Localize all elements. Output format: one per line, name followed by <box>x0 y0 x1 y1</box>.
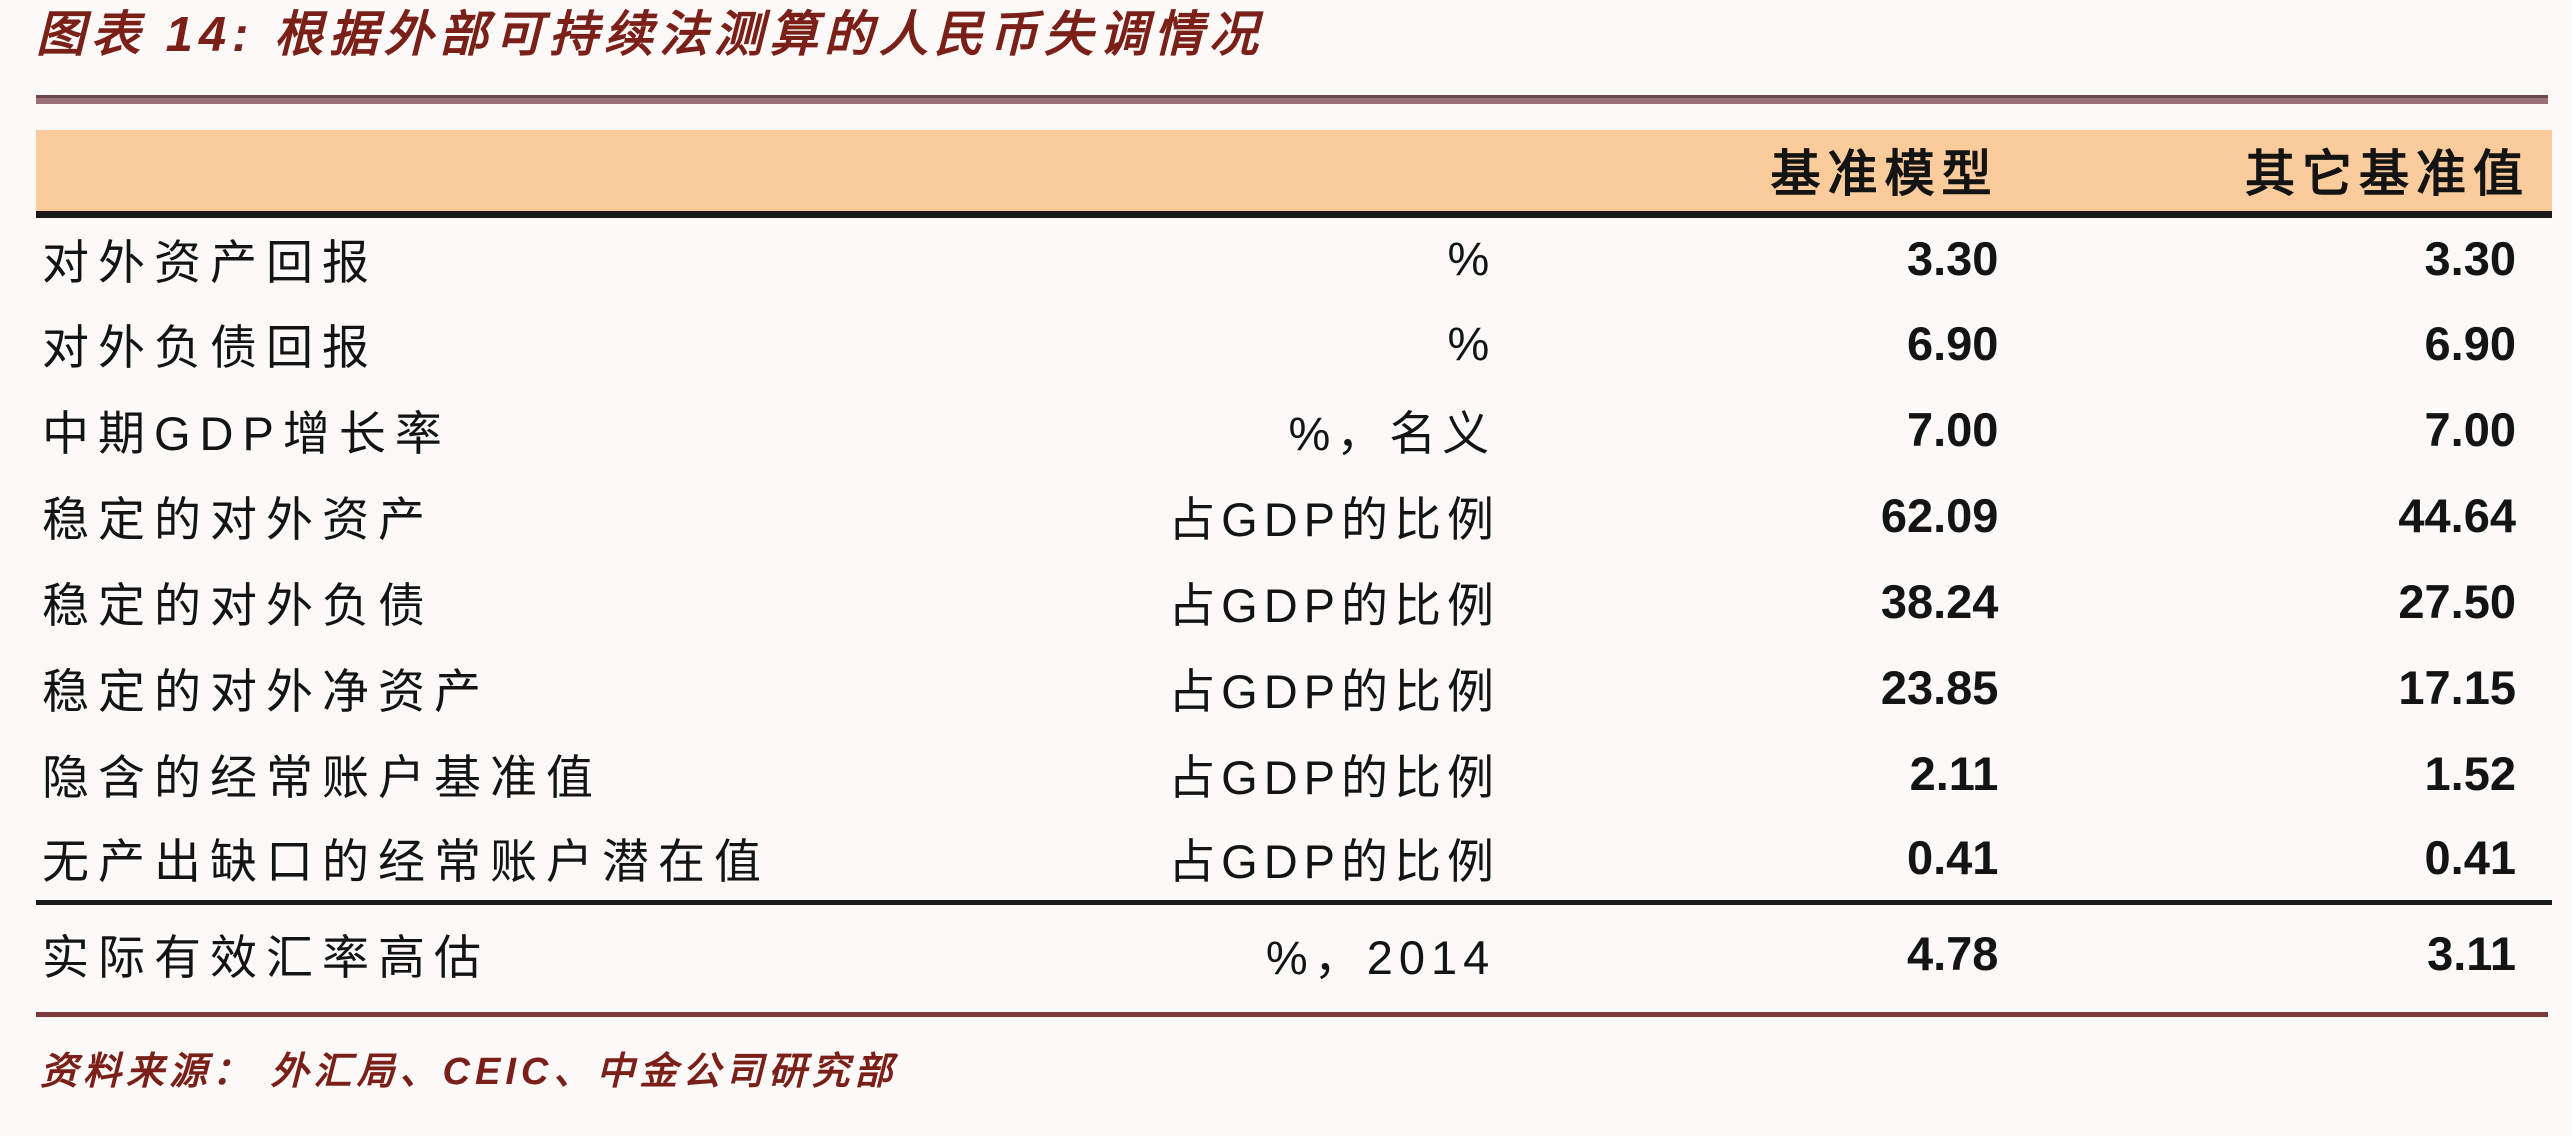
table-header-row: 基准模型 其它基准值 <box>36 130 2552 218</box>
row-unit: %，名义 <box>1288 406 1496 460</box>
row-unit: %，2014 <box>1168 899 1496 1003</box>
row-label: 稳定的对外净资产 <box>42 664 490 718</box>
row-alt-value: 3.30 <box>2424 232 2516 286</box>
figure-title: 图表 14: 根据外部可持续法测算的人民币失调情况 <box>36 8 1265 62</box>
row-unit: % <box>1447 316 1496 370</box>
row-unit: 占GDP的比例 <box>1168 750 1501 804</box>
row-label: 对外负债回报 <box>42 320 378 374</box>
row-alt-value: 6.90 <box>2424 316 2516 370</box>
row-unit: % <box>1447 232 1496 286</box>
row-unit: 占GDP的比例 <box>1168 578 1501 632</box>
table-row: 无产出缺口的经常账户潜在值 占GDP的比例 0.41 0.41 <box>36 816 2552 902</box>
row-baseline-value: 38.24 <box>1880 574 1999 628</box>
row-baseline-value: 23.85 <box>1880 660 1999 714</box>
column-header-indicator <box>36 130 1169 218</box>
row-label: 稳定的对外负债 <box>42 578 434 632</box>
table-row: 隐含的经常账户基准值 占GDP的比例 2.11 1.52 <box>36 730 2552 816</box>
row-baseline-value: 62.09 <box>1880 488 1999 542</box>
table-header: 基准模型 其它基准值 <box>36 130 2552 218</box>
table-row: 对外资产回报 % 3.30 3.30 <box>36 214 2552 300</box>
row-label: 隐含的经常账户基准值 <box>42 750 602 804</box>
row-unit: 占GDP的比例 <box>1168 492 1501 546</box>
source-note: 资料来源： 外汇局、CEIC、中金公司研究部 <box>40 1051 898 1093</box>
row-baseline-value: 3.30 <box>1906 232 1999 286</box>
row-baseline-value: 0.41 <box>1906 831 1999 885</box>
title-underline-rule <box>36 95 2548 104</box>
rmb-misalignment-table: 基准模型 其它基准值 对外资产回报 % 3.30 3.30 对外负债回报 % 6… <box>36 130 2552 1003</box>
row-baseline-value: 6.90 <box>1906 316 1999 370</box>
row-unit: 占GDP的比例 <box>1168 835 1501 889</box>
row-alt-value: 3.11 <box>1998 899 2552 1003</box>
table-row: 稳定的对外资产 占GDP的比例 62.09 44.64 <box>36 472 2552 558</box>
table-body: 对外资产回报 % 3.30 3.30 对外负债回报 % 6.90 6.90 中期… <box>36 214 2552 1003</box>
column-header-other-baseline: 其它基准值 <box>1998 130 2552 218</box>
row-alt-value: 1.52 <box>2424 746 2516 800</box>
row-baseline-value: 2.11 <box>1909 746 1999 800</box>
row-label: 实际有效汇率高估 <box>36 899 1169 1003</box>
row-label: 对外资产回报 <box>42 236 378 290</box>
row-label: 中期GDP增长率 <box>42 406 451 460</box>
row-label: 稳定的对外资产 <box>42 492 434 546</box>
row-alt-value: 7.00 <box>2424 402 2516 456</box>
row-unit: 占GDP的比例 <box>1168 664 1501 718</box>
table-row: 稳定的对外净资产 占GDP的比例 23.85 17.15 <box>36 644 2552 730</box>
row-alt-value: 0.41 <box>2424 831 2516 885</box>
column-header-baseline-model: 基准模型 <box>1495 130 1999 218</box>
row-baseline-value: 7.00 <box>1906 402 1999 456</box>
table-row: 中期GDP增长率 %，名义 7.00 7.00 <box>36 386 2552 472</box>
table-row: 实际有效汇率高估 %，2014 4.78 3.11 <box>36 899 2552 1003</box>
table-bottom-rule <box>36 1012 2548 1017</box>
row-label: 无产出缺口的经常账户潜在值 <box>42 835 770 889</box>
table-row: 对外负债回报 % 6.90 6.90 <box>36 300 2552 386</box>
row-baseline-value: 4.78 <box>1495 899 1999 1003</box>
column-header-unit <box>1168 130 1496 218</box>
row-alt-value: 17.15 <box>2398 660 2516 714</box>
row-alt-value: 27.50 <box>2398 574 2516 628</box>
table-row: 稳定的对外负债 占GDP的比例 38.24 27.50 <box>36 558 2552 644</box>
row-alt-value: 44.64 <box>2398 488 2516 542</box>
